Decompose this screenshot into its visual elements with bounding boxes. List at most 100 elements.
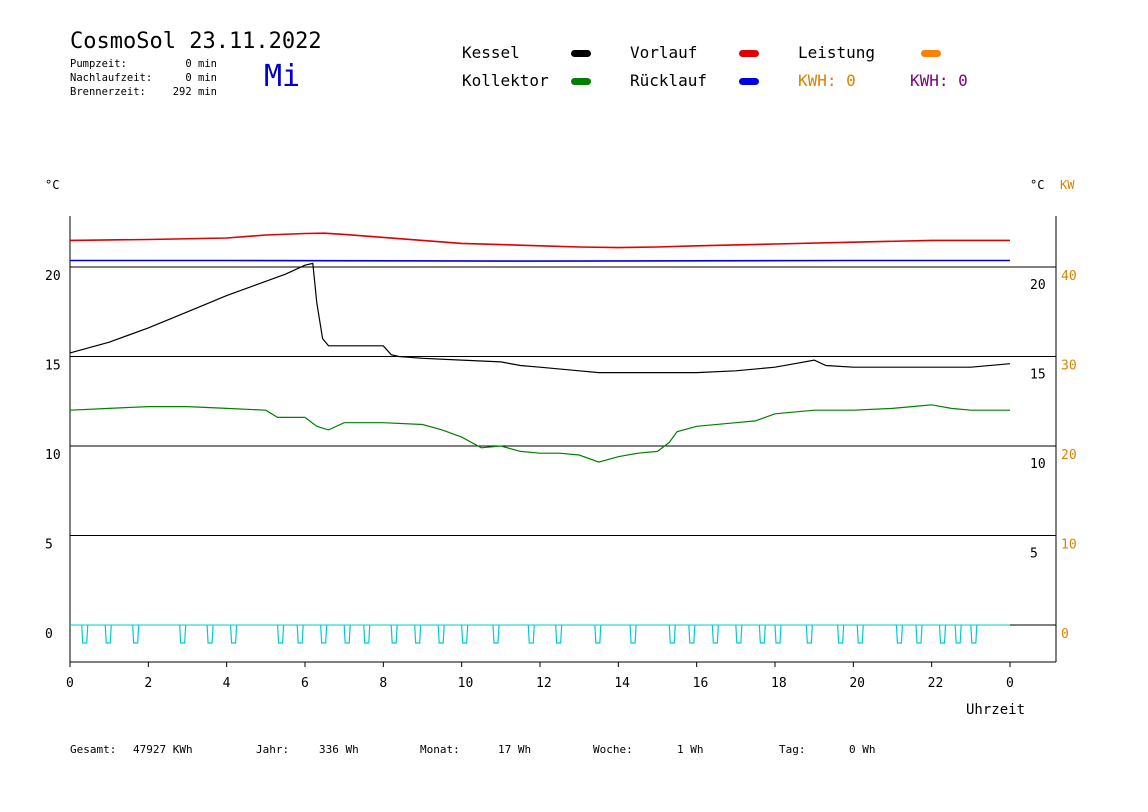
footer-jahr-value: 336 Wh bbox=[319, 743, 359, 756]
x-tick-8: 16 bbox=[693, 676, 709, 691]
right-tick-10: 10 bbox=[1030, 457, 1046, 472]
x-tick-9: 18 bbox=[771, 676, 787, 691]
kwh-purple-readout: KWH: 0 bbox=[910, 71, 968, 90]
pump-pulse-30 bbox=[915, 624, 923, 644]
legend-vorlauf-swatch bbox=[739, 50, 759, 57]
right-kw-unit: KW bbox=[1060, 178, 1075, 192]
pump-pulse-20 bbox=[668, 624, 676, 644]
stat-brennerzeit-value: 292 min bbox=[172, 86, 217, 98]
chart-ticks: 20 15 10 5 0 20 15 10 5 40 30 20 10 0 0 2 4 6 8 10 12 14 16 18 2… bbox=[45, 269, 1077, 718]
pump-pulse-6 bbox=[276, 624, 285, 644]
x-tick-4: 8 bbox=[379, 676, 387, 691]
pump-pulse-16 bbox=[527, 624, 535, 644]
footer-gesamt-value: 47927 KWh bbox=[133, 743, 193, 756]
right-axis-unit: °C bbox=[1030, 178, 1045, 192]
pump-pulse-4 bbox=[206, 624, 214, 644]
series-rcklauf bbox=[70, 259, 1010, 262]
legend-ruecklauf-label: Rücklauf bbox=[630, 71, 708, 90]
kw-tick-30: 30 bbox=[1061, 359, 1077, 374]
chart-frame bbox=[69, 216, 1057, 663]
pump-pulse-5 bbox=[229, 624, 238, 644]
pump-pulse-26 bbox=[805, 624, 813, 644]
kw-tick-0: 0 bbox=[1061, 627, 1069, 642]
pump-pulse-15 bbox=[492, 624, 500, 644]
pump-pulse-18 bbox=[594, 624, 602, 644]
pump-pulse-14 bbox=[461, 624, 469, 644]
legend-kollektor-swatch bbox=[571, 78, 591, 85]
footer-tag-label: Tag: bbox=[779, 743, 806, 756]
left-axis-unit: °C bbox=[45, 178, 60, 192]
x-tick-3: 6 bbox=[301, 676, 309, 691]
left-tick-20: 20 bbox=[45, 269, 61, 284]
pump-pulse-25 bbox=[774, 624, 782, 644]
x-tick-0: 0 bbox=[66, 676, 74, 691]
footer-tag-value: 0 Wh bbox=[849, 743, 876, 756]
legend-kollektor-label: Kollektor bbox=[462, 71, 549, 90]
x-tick-12: 0 bbox=[1006, 676, 1014, 691]
pump-pulse-3 bbox=[179, 624, 187, 644]
pump-pulse-19 bbox=[629, 624, 637, 644]
pump-pulse-13 bbox=[437, 624, 445, 644]
footer-woche-value: 1 Wh bbox=[677, 743, 704, 756]
legend-leistung-swatch bbox=[921, 50, 941, 57]
footer-monat-label: Monat: bbox=[420, 743, 460, 756]
pump-pulse-24 bbox=[758, 624, 766, 644]
x-axis-label: Uhrzeit bbox=[966, 702, 1025, 718]
legend-kessel-label: Kessel bbox=[462, 43, 520, 62]
pump-pulse-23 bbox=[735, 624, 743, 644]
x-tick-7: 14 bbox=[614, 676, 630, 691]
pump-pulse-10 bbox=[363, 624, 371, 644]
footer-jahr-label: Jahr: bbox=[256, 743, 290, 756]
pump-pulse-31 bbox=[938, 624, 947, 644]
x-tick-2: 4 bbox=[223, 676, 231, 691]
pump-pulse-11 bbox=[390, 624, 398, 644]
page-title: CosmoSol 23.11.2022 bbox=[70, 29, 322, 54]
pump-pulse-8 bbox=[320, 624, 328, 644]
pump-pulse-22 bbox=[711, 624, 719, 644]
pump-pulse-32 bbox=[954, 624, 962, 644]
footer-gesamt-label: Gesamt: bbox=[70, 743, 117, 756]
weekday-label: Mi bbox=[264, 59, 301, 94]
left-tick-15: 15 bbox=[45, 359, 61, 374]
pump-pulse-28 bbox=[856, 624, 864, 644]
pump-pulses bbox=[70, 624, 1010, 644]
x-tick-10: 20 bbox=[849, 676, 865, 691]
kwh-orange-readout: KWH: 0 bbox=[798, 71, 856, 90]
pump-pulse-27 bbox=[837, 624, 845, 644]
chart-series bbox=[69, 232, 1011, 463]
stat-nachlaufzeit-label: Nachlaufzeit: bbox=[70, 72, 153, 84]
footer-monat-value: 17 Wh bbox=[498, 743, 532, 756]
series-kessel bbox=[69, 262, 1011, 374]
stat-pumpzeit-label: Pumpzeit: bbox=[70, 58, 127, 70]
stat-pumpzeit-value: 0 min bbox=[185, 58, 217, 70]
right-tick-5: 5 bbox=[1030, 547, 1038, 562]
pump-pulse-21 bbox=[688, 624, 696, 644]
legend-ruecklauf-swatch bbox=[739, 78, 759, 85]
left-tick-5: 5 bbox=[45, 538, 53, 553]
pump-pulse-12 bbox=[414, 624, 422, 644]
x-tick-11: 22 bbox=[928, 676, 944, 691]
legend-kessel-swatch bbox=[571, 50, 591, 57]
pump-pulse-7 bbox=[296, 624, 304, 644]
stat-brennerzeit-label: Brennerzeit: bbox=[70, 86, 146, 98]
pump-pulse-0 bbox=[81, 624, 89, 644]
legend-leistung-label: Leistung bbox=[798, 43, 876, 62]
left-tick-10: 10 bbox=[45, 448, 61, 463]
right-tick-15: 15 bbox=[1030, 368, 1046, 383]
stat-nachlaufzeit-value: 0 min bbox=[185, 72, 217, 84]
footer-woche-label: Woche: bbox=[593, 743, 633, 756]
pump-pulse-1 bbox=[104, 624, 112, 644]
pump-pulse-2 bbox=[132, 624, 140, 644]
pump-pulse-29 bbox=[895, 624, 904, 644]
right-tick-20: 20 bbox=[1030, 278, 1046, 293]
x-tick-6: 12 bbox=[536, 676, 552, 691]
pump-pulse-33 bbox=[970, 624, 978, 644]
kw-tick-10: 10 bbox=[1061, 538, 1077, 553]
pump-pulse-9 bbox=[343, 624, 351, 644]
series-kollektor bbox=[69, 404, 1010, 463]
kw-tick-20: 20 bbox=[1061, 448, 1077, 463]
kw-tick-40: 40 bbox=[1061, 269, 1077, 284]
x-tick-1: 2 bbox=[144, 676, 152, 691]
left-tick-0: 0 bbox=[45, 627, 53, 642]
